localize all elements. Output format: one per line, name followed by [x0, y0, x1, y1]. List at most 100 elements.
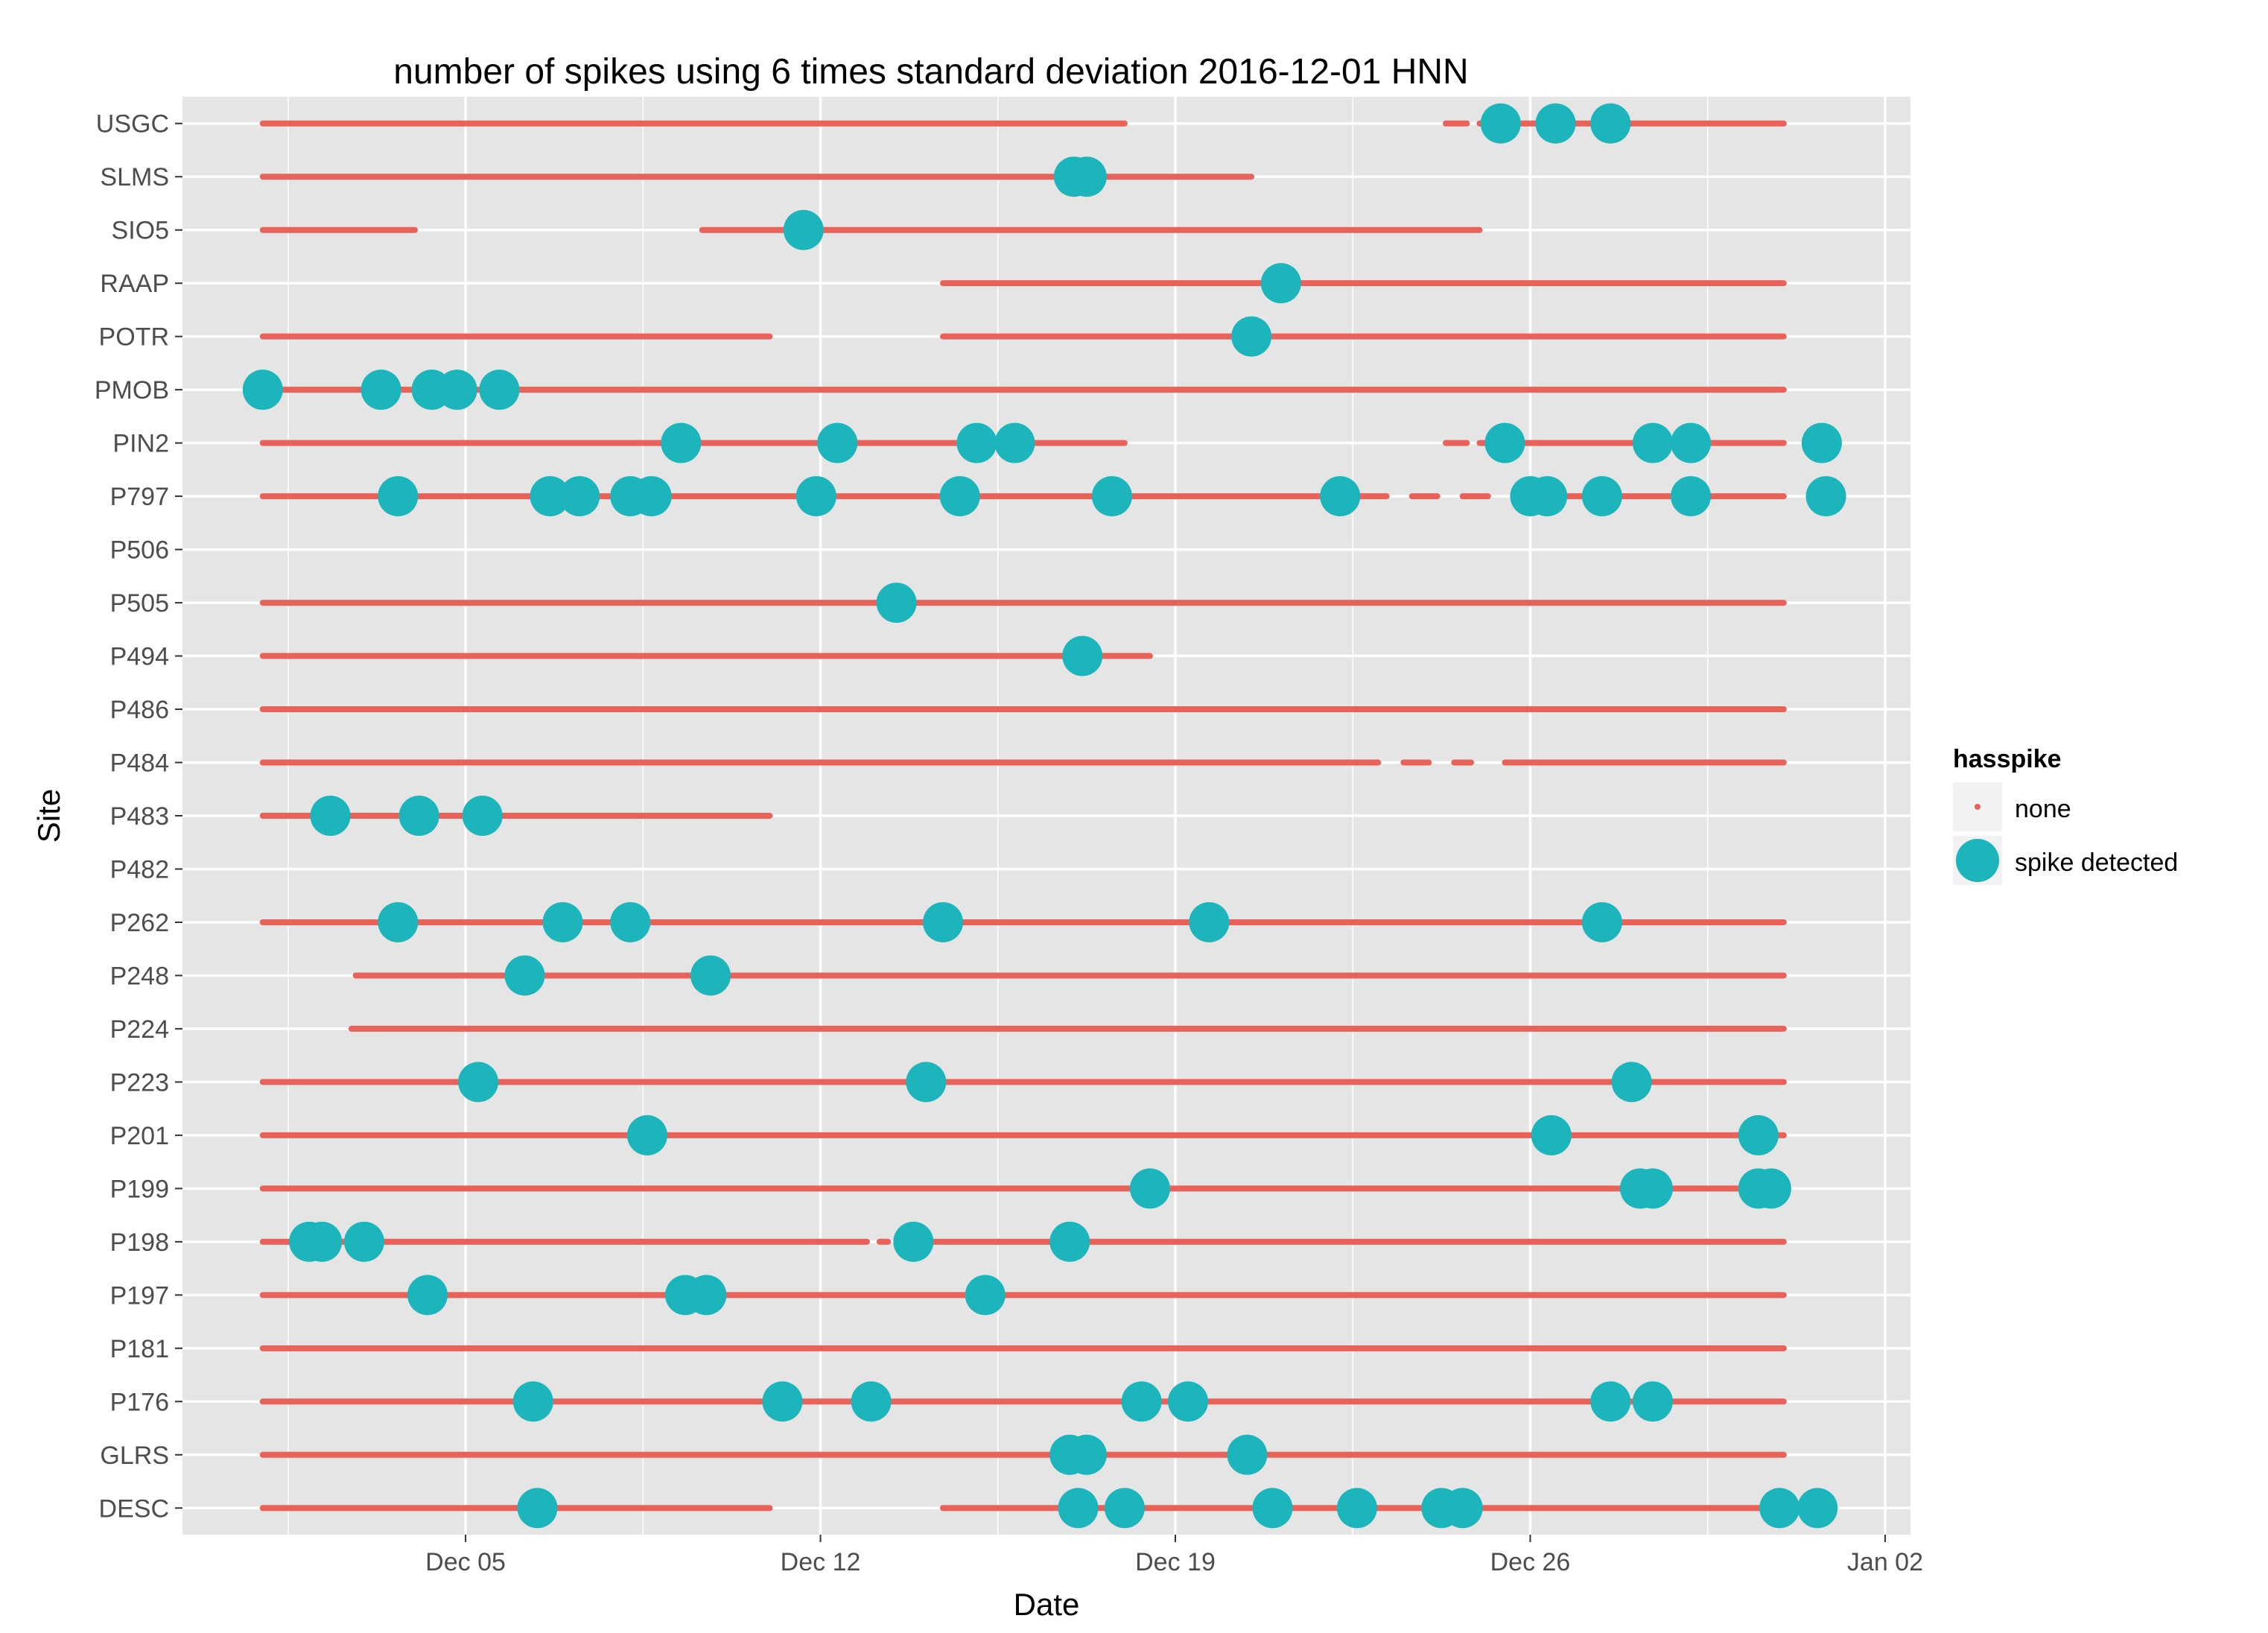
- y-tick-label-desc: DESC: [99, 1494, 169, 1523]
- spike-point-pin2: [1801, 422, 1842, 463]
- y-tick-label-p482: P482: [110, 855, 169, 884]
- spike-point-p176: [851, 1381, 892, 1422]
- spike-point-p797: [939, 476, 980, 517]
- y-tick-label-p199: P199: [110, 1175, 169, 1203]
- spike-point-p797: [1091, 476, 1132, 517]
- point-layer: [242, 103, 1846, 1529]
- spike-point-pin2: [956, 422, 997, 463]
- spike-point-p494: [1062, 635, 1103, 676]
- y-tick-label-p181: P181: [110, 1335, 169, 1363]
- spike-point-p797: [378, 476, 419, 517]
- spike-point-p483: [462, 796, 503, 836]
- spike-point-p797: [631, 476, 672, 517]
- spike-point-p248: [690, 955, 731, 996]
- x-tick-label: Dec 12: [781, 1548, 861, 1576]
- spike-point-p199: [1129, 1168, 1170, 1209]
- y-tick-label-p224: P224: [110, 1015, 169, 1044]
- y-tick-label-p486: P486: [110, 696, 169, 724]
- spike-point-desc: [517, 1488, 558, 1529]
- y-tick-label-p198: P198: [110, 1228, 169, 1257]
- axis-layer: Dec 05 Dec 12 Dec 19 Dec 26 Jan 02 USGC SLMS SI…: [95, 110, 1923, 1576]
- y-tick-label-p197: P197: [110, 1281, 169, 1310]
- spike-point-desc: [1442, 1488, 1483, 1529]
- spike-point-p797: [795, 476, 836, 517]
- legend-title: hasspike: [1953, 745, 2062, 773]
- spike-point-p176: [512, 1381, 553, 1422]
- spike-point-p199: [1750, 1168, 1791, 1209]
- spike-point-pmob: [436, 370, 477, 410]
- spike-point-usgc: [1590, 103, 1631, 144]
- spike-point-p223: [458, 1062, 499, 1103]
- spike-point-slms: [1066, 156, 1107, 197]
- spike-point-pin2: [817, 422, 858, 463]
- spike-point-p262: [610, 901, 651, 942]
- spike-point-pin2: [994, 422, 1035, 463]
- spike-point-desc: [1759, 1488, 1800, 1529]
- y-tick-label-p483: P483: [110, 802, 169, 831]
- spike-point-p797: [1671, 476, 1712, 517]
- spike-point-p201: [1531, 1114, 1572, 1155]
- x-tick-label: Dec 05: [425, 1548, 506, 1576]
- spike-point-p483: [310, 796, 351, 836]
- x-axis-title: Date: [1014, 1587, 1080, 1622]
- y-tick-label-usgc: USGC: [96, 110, 169, 139]
- spike-point-p201: [1738, 1114, 1779, 1155]
- spike-point-raap: [1260, 263, 1301, 304]
- spike-point-p262: [1581, 901, 1622, 942]
- y-tick-label-p505: P505: [110, 589, 169, 618]
- spike-point-desc: [1252, 1488, 1293, 1529]
- y-axis-title: Site: [31, 789, 66, 843]
- spike-point-sio5: [783, 209, 824, 250]
- spike-point-p176: [1121, 1381, 1162, 1422]
- y-tick-label-p797: P797: [110, 483, 169, 511]
- y-tick-label-p262: P262: [110, 909, 169, 937]
- y-tick-label-p484: P484: [110, 749, 169, 778]
- spike-point-pmob: [360, 370, 401, 410]
- spike-point-p198: [1049, 1221, 1090, 1262]
- spike-point-p262: [1189, 901, 1230, 942]
- spike-point-desc: [1336, 1488, 1377, 1529]
- y-tick-label-p248: P248: [110, 962, 169, 990]
- x-tick-label: Dec 19: [1135, 1548, 1216, 1576]
- spike-point-pin2: [1671, 422, 1712, 463]
- legend-key-none-swatch: [1975, 804, 1980, 810]
- x-tick-label: Dec 26: [1490, 1548, 1571, 1576]
- spike-point-p201: [626, 1114, 667, 1155]
- y-tick-label-raap: RAAP: [100, 270, 169, 298]
- y-tick-label-slms: SLMS: [100, 163, 169, 191]
- spike-point-p197: [407, 1275, 448, 1316]
- legend: hasspike none spike detected: [1953, 745, 2178, 885]
- spike-point-p262: [542, 901, 583, 942]
- spike-point-pmob: [479, 370, 520, 410]
- legend-label-none: none: [2015, 795, 2071, 823]
- y-tick-label-pin2: PIN2: [112, 430, 169, 458]
- spike-point-p797: [1527, 476, 1568, 517]
- spike-point-potr: [1231, 316, 1272, 357]
- spike-point-p262: [923, 901, 964, 942]
- spike-point-p483: [398, 796, 439, 836]
- spike-point-p262: [378, 901, 419, 942]
- spike-point-p797: [1581, 476, 1622, 517]
- spike-point-p176: [1168, 1381, 1209, 1422]
- spike-point-p248: [504, 955, 545, 996]
- spike-point-p198: [893, 1221, 934, 1262]
- spike-point-p797: [559, 476, 600, 517]
- spike-point-p198: [302, 1221, 343, 1262]
- spike-point-pin2: [1632, 422, 1673, 463]
- spike-point-desc: [1058, 1488, 1099, 1529]
- spike-point-p176: [762, 1381, 803, 1422]
- spike-point-pin2: [1484, 422, 1525, 463]
- spike-point-desc: [1797, 1488, 1838, 1529]
- spike-point-glrs: [1066, 1434, 1107, 1475]
- y-tick-label-sio5: SIO5: [112, 217, 169, 245]
- spike-point-p176: [1632, 1381, 1673, 1422]
- spike-point-p797: [1805, 476, 1846, 517]
- spike-point-p223: [906, 1062, 947, 1103]
- spike-point-p176: [1590, 1381, 1631, 1422]
- legend-key-spike-swatch: [1956, 839, 1999, 882]
- spike-point-p505: [876, 583, 917, 624]
- spike-point-usgc: [1535, 103, 1576, 144]
- y-tick-label-p201: P201: [110, 1122, 169, 1150]
